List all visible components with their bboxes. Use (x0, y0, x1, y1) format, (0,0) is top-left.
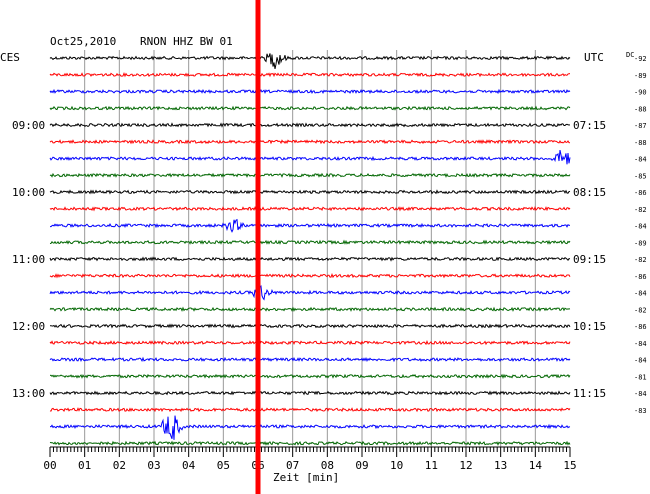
x-tick-label: 15 (563, 459, 576, 472)
dc-offset-label: -81 (634, 373, 647, 381)
dc-offset-label: -84 (634, 290, 647, 298)
trace-line (49, 272, 571, 279)
trace-line (49, 53, 571, 70)
trace-line (49, 390, 571, 396)
x-tick-label: 12 (459, 459, 472, 472)
x-tick-label: 05 (217, 459, 230, 472)
trace-line (49, 440, 571, 446)
dc-offset-label: -84 (634, 156, 647, 164)
x-tick-label: 02 (113, 459, 126, 472)
trace-line (49, 323, 571, 329)
dc-offset-label: -84 (634, 390, 647, 398)
dc-offset-label: -86 (634, 189, 647, 197)
left-zone-label: CES (0, 51, 20, 64)
trace-line (49, 415, 571, 440)
trace-line (49, 239, 571, 245)
trace-line (49, 122, 571, 128)
dc-offset-label: -85 (634, 172, 647, 180)
minute-grid (84, 50, 536, 447)
trace-line (49, 356, 571, 363)
x-tick-label: 01 (78, 459, 91, 472)
left-time-label: 09:00 (12, 119, 45, 132)
time-marker (255, 0, 261, 494)
station-label: RNON HHZ BW 01 (140, 35, 233, 48)
dc-offset-label: -89 (634, 239, 647, 247)
trace-line (49, 72, 571, 78)
right-zone-label: UTC (584, 51, 604, 64)
dc-offset-label: -88 (634, 105, 647, 113)
dc-offset-label: -82 (634, 256, 647, 264)
x-tick-label: 08 (321, 459, 334, 472)
dc-offset-label: -86 (634, 323, 647, 331)
x-tick-label: 03 (147, 459, 160, 472)
trace-line (49, 373, 571, 380)
trace-line (49, 206, 571, 212)
x-tick-label: 09 (355, 459, 368, 472)
trace-line (49, 88, 571, 95)
trace-line (49, 172, 571, 178)
dc-label: DC (626, 51, 634, 59)
x-tick-label: 04 (182, 459, 196, 472)
trace-line (49, 139, 571, 145)
dc-offset-label: -84 (634, 340, 647, 348)
trace-line (49, 256, 571, 262)
left-time-label: 13:00 (12, 387, 45, 400)
dc-offset-label: -84 (634, 357, 647, 365)
dc-offset-label: -84 (634, 223, 647, 231)
left-time-label: 12:00 (12, 320, 45, 333)
dc-offset-label: -86 (634, 273, 647, 281)
time-labels: 09:00 10:00 11:00 12:00 13:00 07:15 08:15 09:15… (12, 55, 647, 415)
right-time-label: 09:15 (573, 253, 606, 266)
date-label: Oct25,2010 (50, 35, 116, 48)
trace-line (50, 218, 571, 233)
trace-line (49, 285, 571, 301)
dc-offset-label: -82 (634, 206, 647, 214)
trace-line (49, 149, 571, 165)
trace-line (49, 306, 571, 312)
dc-offset-label: -83 (634, 407, 647, 415)
trace-line (49, 407, 571, 413)
dc-offset-label: -82 (634, 306, 647, 314)
right-time-label: 10:15 (573, 320, 606, 333)
dc-offset-label: -89 (634, 72, 647, 80)
x-axis-label: Zeit [min] (273, 471, 339, 484)
trace-line (49, 340, 571, 346)
left-time-label: 10:00 (12, 186, 45, 199)
left-time-label: 11:00 (12, 253, 45, 266)
x-tick-label: 07 (286, 459, 299, 472)
x-tick-label: 14 (529, 459, 543, 472)
dc-offset-label: -90 (634, 89, 647, 97)
x-tick-label: 00 (43, 459, 56, 472)
dc-offset-label: -92 (634, 55, 647, 63)
right-time-label: 08:15 (573, 186, 606, 199)
trace-group (49, 53, 571, 446)
right-time-label: 07:15 (573, 119, 606, 132)
x-axis: 00010203040506070809101112131415 (43, 446, 577, 472)
right-time-label: 11:15 (573, 387, 606, 400)
dc-offset-label: -87 (634, 122, 647, 130)
trace-line (49, 105, 571, 111)
x-tick-label: 10 (390, 459, 403, 472)
x-tick-label: 13 (494, 459, 507, 472)
trace-line (49, 189, 571, 195)
dc-offset-label: -88 (634, 139, 647, 147)
x-tick-label: 11 (425, 459, 438, 472)
